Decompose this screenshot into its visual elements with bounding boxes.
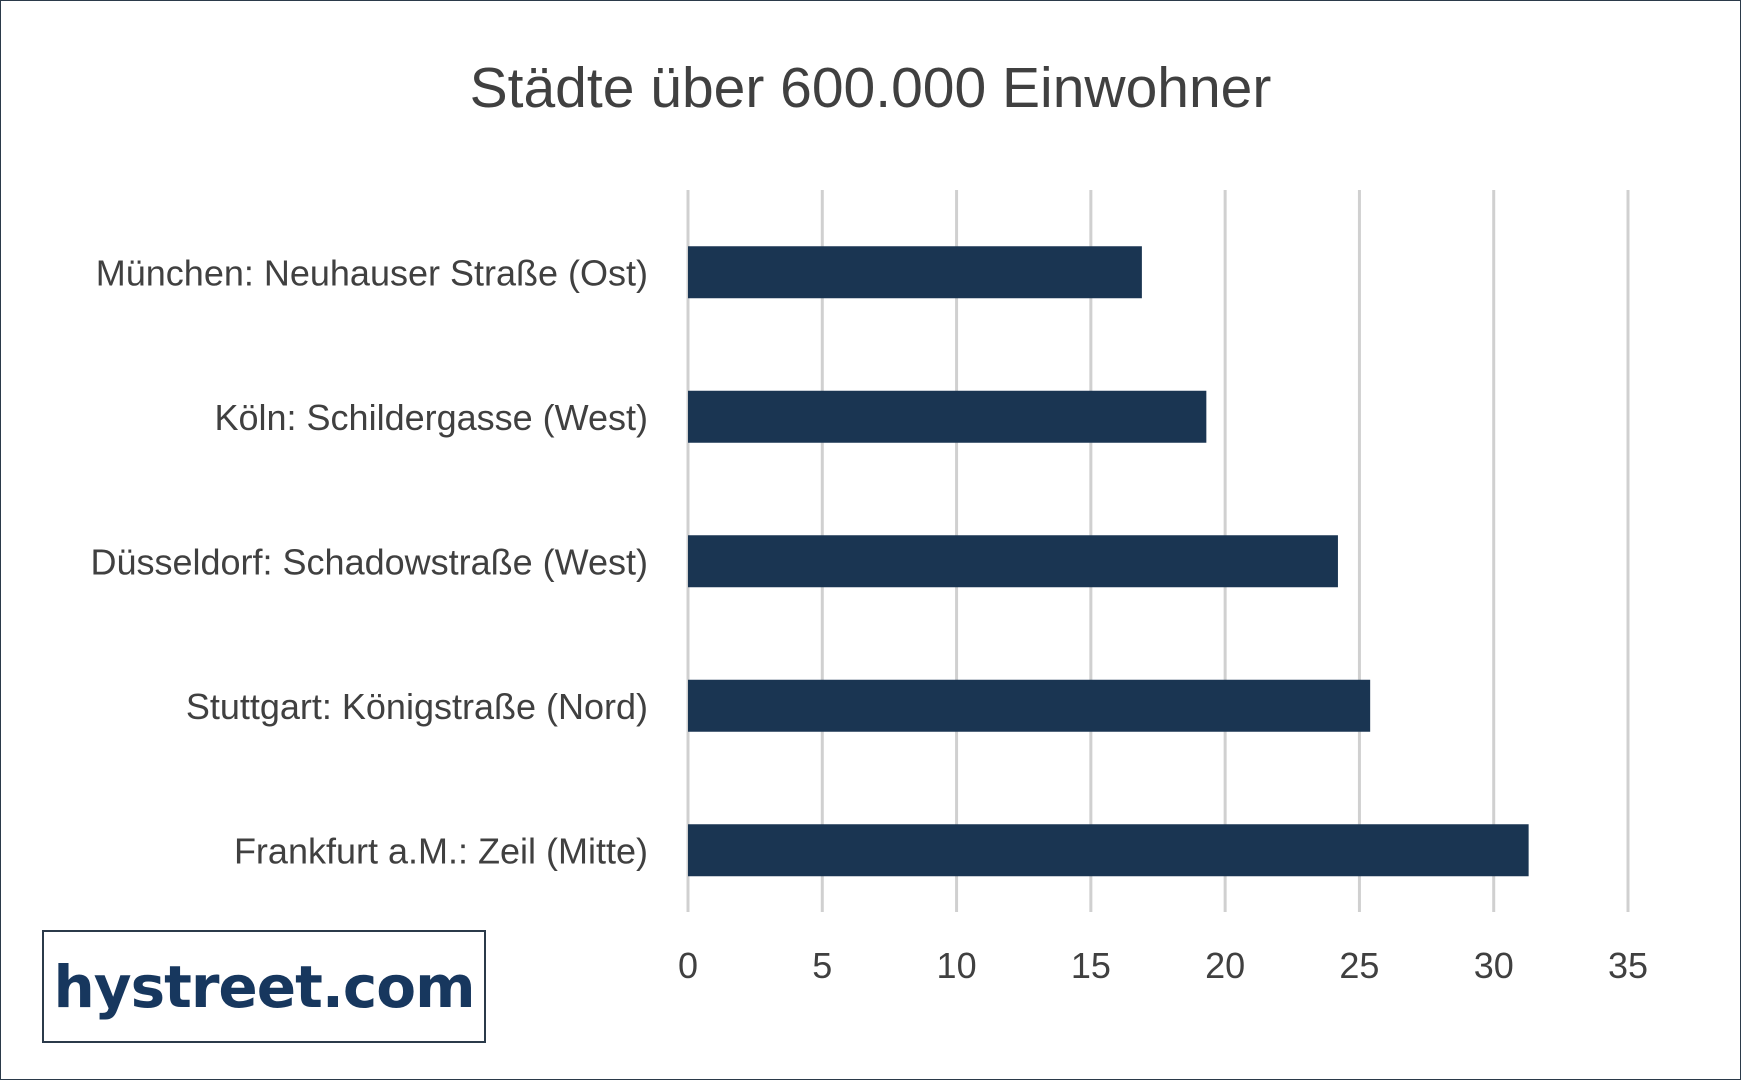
category-label: Stuttgart: Königstraße (Nord): [186, 686, 648, 727]
category-labels: München: Neuhauser Straße (Ost) Köln: Sch…: [90, 252, 648, 871]
x-tick-label: 30: [1474, 945, 1514, 986]
x-tick-label: 20: [1205, 945, 1245, 986]
category-label: Düsseldorf: Schadowstraße (West): [90, 541, 648, 582]
category-label: München: Neuhauser Straße (Ost): [96, 252, 648, 293]
x-tick-label: 0: [678, 945, 698, 986]
x-tick-label: 5: [812, 945, 832, 986]
x-tick-label: 35: [1608, 945, 1648, 986]
bar: [688, 390, 1207, 443]
chart-title: Städte über 600.000 Einwohner: [469, 56, 1272, 120]
bar: [688, 824, 1529, 877]
category-label: Köln: Schildergasse (West): [214, 397, 648, 438]
logo-box: hystreet.com: [42, 930, 486, 1043]
bar: [688, 246, 1142, 299]
x-tick-label: 10: [937, 945, 977, 986]
bars: [688, 246, 1529, 877]
category-label: Frankfurt a.M.: Zeil (Mitte): [234, 830, 648, 871]
x-tick-label: 25: [1339, 945, 1379, 986]
x-tick-label: 15: [1071, 945, 1111, 986]
x-tick-labels: 0 5 10 15 20 25 30 35: [678, 945, 1648, 986]
logo-text: hystreet.com: [53, 952, 475, 1021]
bar: [688, 679, 1371, 732]
bar: [688, 535, 1338, 588]
